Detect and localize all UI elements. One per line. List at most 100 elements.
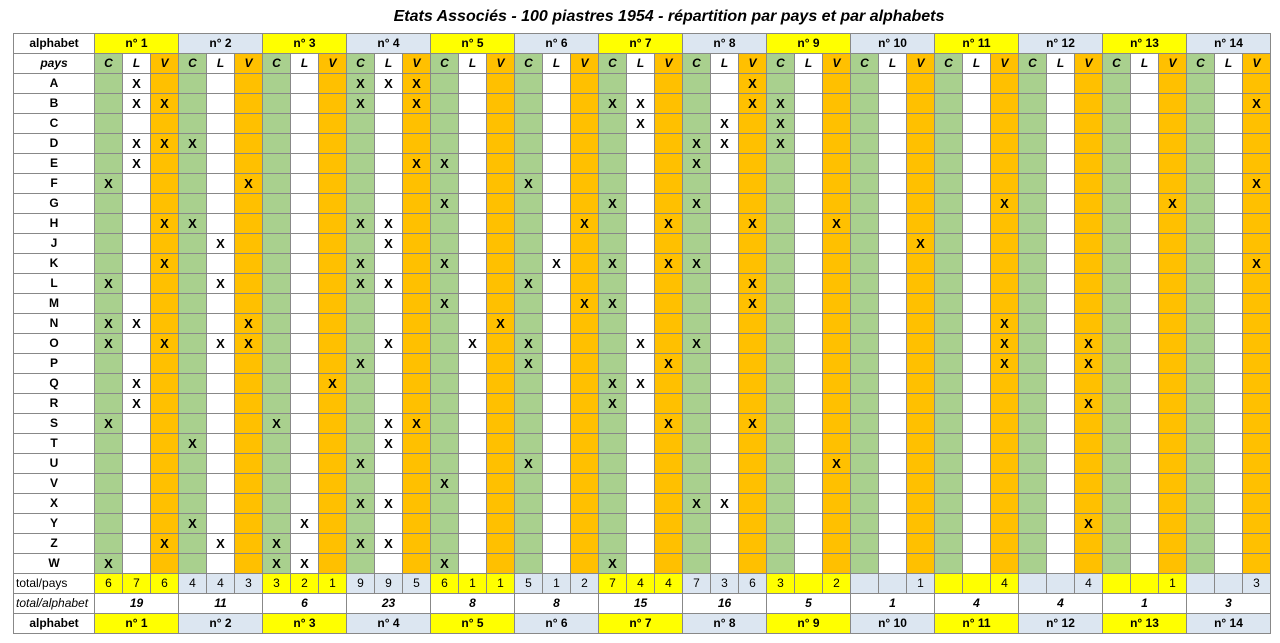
mark-cell — [178, 373, 207, 394]
mark-cell — [1018, 133, 1047, 154]
mark-cell: X — [94, 413, 123, 434]
mark-cell — [1074, 233, 1103, 254]
mark-cell — [682, 73, 711, 94]
mark-cell — [962, 113, 991, 134]
mark-cell — [486, 153, 515, 174]
mark-cell — [738, 313, 767, 334]
mark-cell — [570, 533, 599, 554]
mark-cell — [1046, 413, 1075, 434]
mark-cell — [122, 273, 151, 294]
mark-cell — [962, 553, 991, 574]
mark-cell — [542, 413, 571, 434]
mark-cell — [94, 453, 123, 474]
mark-cell — [794, 253, 823, 274]
mark-cell — [1158, 373, 1187, 394]
mark-cell — [94, 113, 123, 134]
subcolumn-header: L — [290, 53, 319, 74]
mark-cell — [458, 113, 487, 134]
subcolumn-header: V — [318, 53, 347, 74]
mark-cell — [570, 133, 599, 154]
mark-cell — [122, 453, 151, 474]
mark-cell — [738, 233, 767, 254]
mark-cell — [626, 293, 655, 314]
subcolumn-header: L — [878, 53, 907, 74]
mark-cell — [962, 193, 991, 214]
subcolumn-header: V — [1242, 53, 1271, 74]
mark-cell — [1214, 393, 1243, 414]
mark-cell — [626, 453, 655, 474]
mark-cell — [962, 293, 991, 314]
pays-label: pays — [13, 53, 95, 74]
subcolumn-header: L — [374, 53, 403, 74]
country-label: B — [13, 93, 95, 114]
mark-cell — [1186, 133, 1215, 154]
mark-cell — [794, 453, 823, 474]
mark-cell — [934, 353, 963, 374]
mark-cell — [1046, 233, 1075, 254]
mark-cell — [234, 293, 263, 314]
mark-cell — [318, 393, 347, 414]
mark-cell — [318, 113, 347, 134]
total-pays-cell: 1 — [318, 573, 347, 594]
mark-cell — [1158, 173, 1187, 194]
mark-cell — [430, 133, 459, 154]
mark-cell — [710, 473, 739, 494]
mark-cell — [262, 93, 291, 114]
mark-cell — [1214, 433, 1243, 454]
mark-cell — [878, 213, 907, 234]
mark-cell — [1186, 213, 1215, 234]
mark-cell — [178, 453, 207, 474]
mark-cell — [1046, 313, 1075, 334]
mark-cell — [1242, 533, 1271, 554]
mark-cell — [514, 553, 543, 574]
mark-cell — [514, 233, 543, 254]
total-alphabet-cell: 11 — [178, 593, 263, 614]
mark-cell — [962, 253, 991, 274]
mark-cell — [1186, 253, 1215, 274]
mark-cell — [94, 233, 123, 254]
mark-cell — [1046, 453, 1075, 474]
mark-cell — [346, 433, 375, 454]
mark-cell: X — [122, 313, 151, 334]
mark-cell — [1018, 473, 1047, 494]
subcolumn-header: V — [150, 53, 179, 74]
mark-cell — [150, 273, 179, 294]
mark-cell — [290, 493, 319, 514]
mark-cell — [766, 393, 795, 414]
mark-cell — [1186, 113, 1215, 134]
alphabet-header: n° 9 — [766, 33, 851, 54]
subcolumn-header: L — [122, 53, 151, 74]
mark-cell — [290, 233, 319, 254]
mark-cell — [906, 533, 935, 554]
mark-cell — [822, 513, 851, 534]
mark-cell — [402, 353, 431, 374]
mark-cell — [710, 293, 739, 314]
mark-cell: X — [710, 113, 739, 134]
mark-cell: X — [346, 213, 375, 234]
mark-cell — [1214, 413, 1243, 434]
mark-cell — [458, 273, 487, 294]
mark-cell — [710, 253, 739, 274]
mark-cell — [906, 513, 935, 534]
mark-cell — [542, 133, 571, 154]
mark-cell — [1102, 493, 1131, 514]
alphabet-header: n° 11 — [934, 613, 1019, 634]
mark-cell — [514, 153, 543, 174]
mark-cell: X — [234, 333, 263, 354]
subcolumn-header: C — [514, 53, 543, 74]
mark-cell — [290, 533, 319, 554]
mark-cell — [402, 273, 431, 294]
mark-cell — [542, 393, 571, 414]
mark-cell — [1158, 513, 1187, 534]
mark-cell — [682, 453, 711, 474]
mark-cell: X — [94, 313, 123, 334]
mark-cell — [1074, 73, 1103, 94]
mark-cell — [458, 133, 487, 154]
mark-cell — [626, 473, 655, 494]
mark-cell — [94, 93, 123, 114]
mark-cell — [570, 113, 599, 134]
